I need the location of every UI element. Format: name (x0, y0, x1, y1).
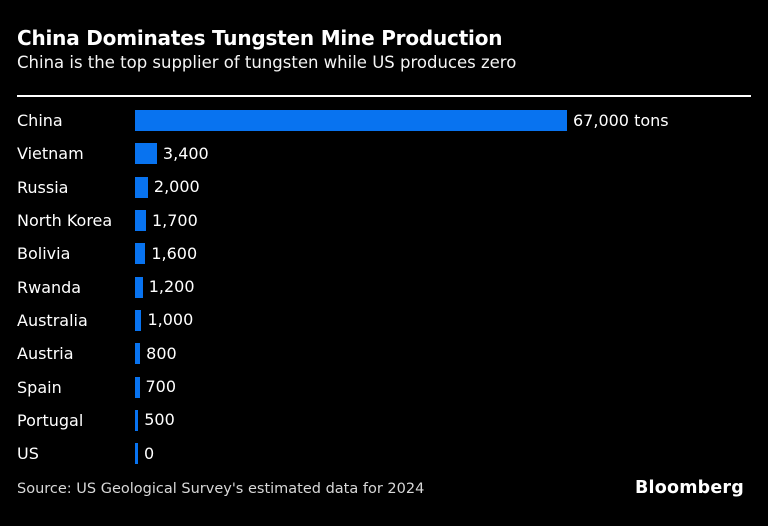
bar (135, 143, 157, 165)
value-label: 700 (145, 377, 177, 397)
bar (135, 110, 567, 132)
bar-row: Vietnam 3,400 (17, 137, 751, 170)
bar (135, 309, 142, 331)
bar-track: 2,000 (135, 176, 751, 198)
bar-row: Australia 1,000 (17, 304, 751, 337)
bar-row: Austria 800 (17, 337, 751, 370)
bar (135, 210, 146, 232)
value-label: 3,400 (162, 143, 209, 163)
bar-track: 700 (135, 376, 751, 398)
bar-chart: China 67,000 tons Vietnam 3,400 Russia 2,000 N… (17, 104, 751, 470)
bar-track: 3,400 (135, 143, 751, 165)
bar (135, 176, 148, 198)
bar-track: 0 (135, 443, 751, 465)
bar-row: Portugal 500 (17, 404, 751, 437)
bar (135, 443, 138, 465)
category-label: China (17, 111, 63, 131)
category-label: Portugal (17, 410, 84, 430)
bar (135, 276, 143, 298)
value-label: 500 (144, 410, 175, 430)
bar-track: 1,600 (135, 243, 751, 265)
category-label: Rwanda (17, 277, 82, 297)
chart-subtitle: China is the top supplier of tungsten wh… (17, 53, 517, 72)
value-label: 1,200 (148, 277, 195, 297)
bar-track: 1,000 (135, 309, 751, 331)
bar-track: 1,700 (135, 210, 751, 232)
category-label: Austria (17, 344, 74, 364)
bar-row: Spain 700 (17, 370, 751, 403)
category-label: Spain (17, 377, 62, 397)
category-label: US (17, 444, 39, 464)
bar-track: 1,200 (135, 276, 751, 298)
category-label: Vietnam (17, 144, 84, 164)
category-label: North Korea (17, 211, 113, 231)
category-label: Bolivia (17, 244, 71, 264)
bar-track: 800 (135, 343, 751, 365)
category-label: Russia (17, 177, 69, 197)
bar-row: Rwanda 1,200 (17, 270, 751, 303)
bar-row: North Korea 1,700 (17, 204, 751, 237)
value-label: 0 (144, 443, 155, 463)
value-label: 1,000 (147, 310, 194, 330)
bar-track: 67,000 tons (135, 110, 751, 132)
bar (135, 343, 141, 365)
value-label: 1,600 (151, 243, 198, 263)
bar-row: US 0 (17, 437, 751, 470)
chart-title: China Dominates Tungsten Mine Production (17, 26, 503, 50)
divider-rule (17, 95, 751, 97)
bar (135, 243, 146, 265)
value-label: 67,000 tons (573, 110, 669, 130)
source-note: Source: US Geological Survey's estimated… (17, 481, 425, 497)
bar-track: 500 (135, 409, 751, 431)
bar (135, 376, 140, 398)
bar-row: China 67,000 tons (17, 104, 751, 137)
value-label: 800 (146, 343, 177, 363)
bar (135, 409, 139, 431)
category-label: Australia (17, 310, 88, 330)
bloomberg-logo: Bloomberg (635, 478, 744, 498)
value-label: 1,700 (151, 210, 198, 230)
bar-row: Bolivia 1,600 (17, 237, 751, 270)
bar-row: Russia 2,000 (17, 171, 751, 204)
value-label: 2,000 (153, 177, 200, 197)
